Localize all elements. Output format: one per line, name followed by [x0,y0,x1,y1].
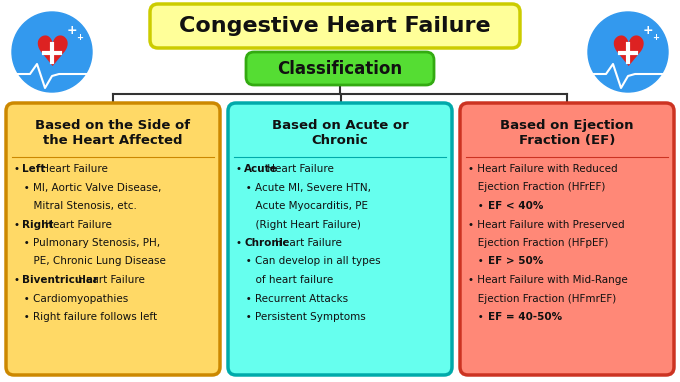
FancyBboxPatch shape [246,52,434,85]
Text: Heart Failure: Heart Failure [265,164,335,174]
Text: Based on Ejection
Fraction (EF): Based on Ejection Fraction (EF) [500,119,634,147]
Text: Chronic: Chronic [244,238,289,248]
Text: Right: Right [22,220,54,230]
Text: +: + [67,24,78,37]
Text: +: + [643,24,653,37]
Text: Ejection Fraction (HFrEF): Ejection Fraction (HFrEF) [468,183,605,193]
Text: Acute: Acute [244,164,278,174]
Text: Based on the Side of
the Heart Affected: Based on the Side of the Heart Affected [35,119,190,147]
Text: • Acute MI, Severe HTN,: • Acute MI, Severe HTN, [236,183,371,193]
Text: Heart Failure: Heart Failure [38,164,108,174]
Text: +: + [653,34,660,42]
Text: •: • [468,312,487,322]
Text: ♥: ♥ [33,33,71,75]
Text: •: • [14,275,23,285]
Text: Left: Left [22,164,46,174]
Text: • Right failure follows left: • Right failure follows left [14,312,157,322]
Text: • Heart Failure with Reduced: • Heart Failure with Reduced [468,164,617,174]
Text: •: • [14,164,23,174]
Text: EF = 40-50%: EF = 40-50% [488,312,562,322]
Text: • Heart Failure with Preserved: • Heart Failure with Preserved [468,220,625,230]
Text: • Pulmonary Stenosis, PH,: • Pulmonary Stenosis, PH, [14,238,160,248]
Circle shape [12,12,92,92]
Text: PE, Chronic Lung Disease: PE, Chronic Lung Disease [14,256,166,267]
Text: (Right Heart Failure): (Right Heart Failure) [236,220,361,230]
Text: Heart Failure: Heart Failure [75,275,145,285]
Text: Congestive Heart Failure: Congestive Heart Failure [180,16,491,36]
FancyBboxPatch shape [228,103,452,375]
Text: Mitral Stenosis, etc.: Mitral Stenosis, etc. [14,201,137,211]
Text: Acute Myocarditis, PE: Acute Myocarditis, PE [236,201,368,211]
Text: +: + [76,34,84,42]
Text: Ejection Fraction (HFpEF): Ejection Fraction (HFpEF) [468,238,609,248]
Text: • Can develop in all types: • Can develop in all types [236,256,381,267]
Text: • Recurrent Attacks: • Recurrent Attacks [236,293,348,304]
Text: Biventricular: Biventricular [22,275,98,285]
Text: •: • [236,238,245,248]
Text: Ejection Fraction (HFmrEF): Ejection Fraction (HFmrEF) [468,293,616,304]
Text: Heart Failure: Heart Failure [42,220,112,230]
Text: Heart Failure: Heart Failure [273,238,342,248]
Text: EF < 40%: EF < 40% [488,201,543,211]
Text: • Heart Failure with Mid-Range: • Heart Failure with Mid-Range [468,275,628,285]
Circle shape [588,12,668,92]
Text: • Cardiomyopathies: • Cardiomyopathies [14,293,129,304]
Text: •: • [236,164,245,174]
FancyBboxPatch shape [6,103,220,375]
FancyBboxPatch shape [460,103,674,375]
Text: EF > 50%: EF > 50% [488,256,543,267]
Text: ♥: ♥ [609,33,647,75]
Text: of heart failure: of heart failure [236,275,333,285]
FancyBboxPatch shape [150,4,520,48]
Text: Classification: Classification [277,60,403,78]
Text: • Persistent Symptoms: • Persistent Symptoms [236,312,366,322]
Text: •: • [468,201,487,211]
Text: Based on Acute or
Chronic: Based on Acute or Chronic [271,119,409,147]
Text: • MI, Aortic Valve Disease,: • MI, Aortic Valve Disease, [14,183,161,193]
Text: •: • [468,256,487,267]
Text: •: • [14,220,23,230]
